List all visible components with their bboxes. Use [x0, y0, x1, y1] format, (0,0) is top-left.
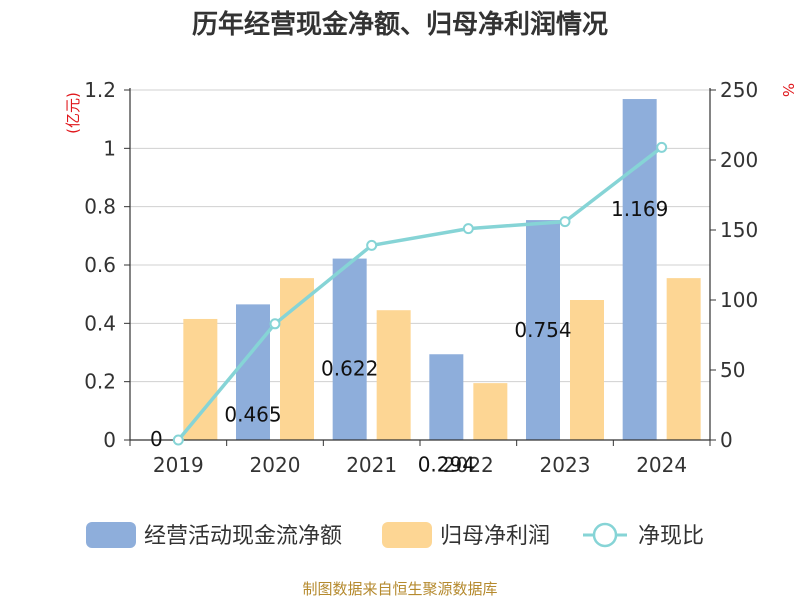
- right-axis-tick-label: 0: [720, 428, 733, 452]
- right-axis-tick-label: 150: [720, 218, 758, 242]
- chart-title: 历年经营现金净额、归母净利润情况: [191, 10, 608, 40]
- right-axis-unit-label: %: [779, 83, 797, 97]
- right-axis-tick-label: 250: [720, 78, 758, 102]
- x-axis-tick-label: 2019: [153, 453, 204, 477]
- right-axis-tick-label: 50: [720, 358, 745, 382]
- net-profit-bar: [280, 278, 314, 440]
- cashflow-data-label: 0.622: [321, 357, 378, 381]
- net-profit-bar: [183, 318, 218, 440]
- x-axis-tick-label: 2021: [346, 453, 397, 477]
- net-cash-ratio-point: [559, 216, 571, 228]
- x-axis-tick-label: 2020: [250, 453, 301, 477]
- x-axis-tick-label: 2022: [443, 453, 494, 477]
- legend-swatch-cashflow: [86, 522, 136, 548]
- left-axis-tick-label: 0: [103, 428, 116, 452]
- net-profit-bar: [376, 310, 411, 440]
- cashflow-bar: [236, 304, 270, 440]
- data-labels: 0 0.465 0.622 0.294 0.754 1.169: [150, 197, 668, 476]
- cashflow-data-label: 1.169: [611, 197, 668, 221]
- net-cash-ratio-point: [172, 434, 184, 446]
- legend-swatch-net-profit: [382, 522, 432, 548]
- x-axis-tick-label: 2023: [540, 453, 591, 477]
- legend-label: 经营活动现金流净额: [144, 524, 342, 549]
- net-profit-bar: [473, 383, 508, 440]
- cashflow-data-label: 0.754: [514, 318, 571, 342]
- legend: 经营活动现金流净额 归母净利润 净现比: [86, 522, 704, 549]
- cashflow-data-label: 0.294: [418, 452, 475, 476]
- legend-label: 净现比: [638, 524, 704, 549]
- axes: 0 0.2 0.4 0.6 0.8 1 1.2 0 50 100 150 200 250 2019 2020…: [64, 78, 797, 477]
- cashflow-bar: [622, 99, 657, 441]
- left-axis-tick-label: 0.8: [84, 195, 116, 219]
- cashflow-bar: [429, 354, 464, 440]
- left-axis-tick-label: 0.2: [84, 370, 116, 394]
- legend-label: 归母净利润: [440, 524, 550, 549]
- net-profit-bar: [570, 300, 604, 440]
- left-axis-tick-label: 0.6: [84, 253, 116, 277]
- net-cash-ratio-point: [269, 318, 281, 330]
- cashflow-bar: [526, 220, 560, 440]
- left-axis-tick-label: 1: [103, 136, 116, 160]
- left-axis-tick-label: 1.2: [84, 78, 116, 102]
- left-axis-unit-label: (亿元): [64, 92, 82, 134]
- cashflow-data-label: 0.465: [224, 402, 281, 426]
- line-series: [172, 141, 668, 446]
- legend-marker-net-cash-ratio: [592, 522, 618, 548]
- left-axis-tick-label: 0.4: [84, 311, 116, 335]
- net-cash-ratio-point: [462, 223, 474, 235]
- cashflow-bar: [332, 258, 367, 440]
- net-cash-ratio-point: [656, 141, 668, 153]
- net-profit-bar: [666, 278, 701, 440]
- right-axis-tick-label: 200: [720, 148, 758, 172]
- cashflow-data-label: 0: [150, 427, 163, 451]
- net-cash-ratio-point: [366, 239, 378, 251]
- bars: [183, 99, 701, 441]
- source-note: 制图数据来自恒生聚源数据库: [302, 580, 498, 598]
- x-axis-tick-label: 2024: [636, 453, 687, 477]
- net-cash-ratio-line: [176, 146, 663, 442]
- right-axis-tick-label: 100: [720, 288, 758, 312]
